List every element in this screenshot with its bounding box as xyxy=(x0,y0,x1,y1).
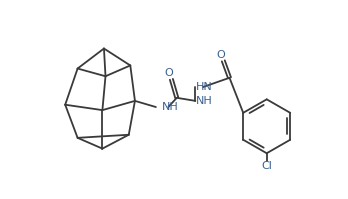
Text: NH: NH xyxy=(196,96,213,106)
Text: NH: NH xyxy=(162,102,179,112)
Text: O: O xyxy=(165,68,173,78)
Text: Cl: Cl xyxy=(261,161,272,171)
Text: HN: HN xyxy=(196,82,213,92)
Text: O: O xyxy=(216,50,226,60)
